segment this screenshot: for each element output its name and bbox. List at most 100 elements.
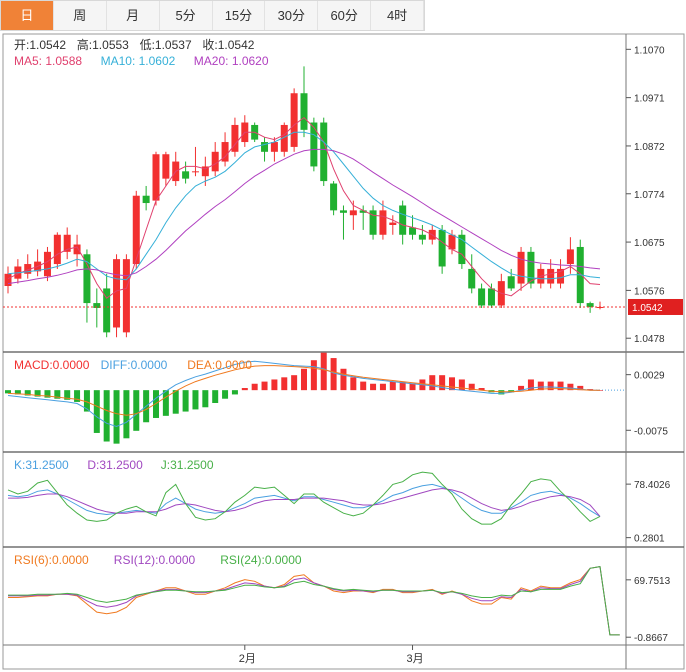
macd-bar — [527, 379, 534, 391]
kdj-legend-1: D:31.2500 — [87, 458, 143, 472]
macd-legend-1: DIFF:0.0000 — [101, 358, 168, 372]
last-price-label: 1.0542 — [632, 303, 663, 314]
candle-body — [339, 210, 347, 213]
macd-bar — [449, 377, 455, 391]
candle-body — [468, 268, 476, 289]
rsi6-line — [8, 566, 620, 636]
ma-legend-2: MA20: 1.0620 — [194, 54, 269, 68]
rsi-legend-2: RSI(24):0.0000 — [220, 553, 302, 567]
macd-bar — [587, 389, 594, 391]
macd-bar — [251, 383, 258, 391]
macd-bar — [468, 383, 475, 391]
macd-bar — [389, 381, 396, 391]
macd-bar — [93, 390, 100, 433]
rsi-legend-0: RSI(6):0.0000 — [14, 553, 89, 567]
macd-bar — [508, 390, 515, 393]
macd-bar — [261, 381, 268, 391]
macd-bar — [360, 381, 367, 391]
macd-bar — [271, 379, 278, 391]
candle-body — [132, 195, 140, 265]
candle-body — [418, 234, 426, 240]
candle-body — [221, 142, 229, 162]
tab-3[interactable]: 5分 — [160, 1, 213, 30]
candle-body — [182, 171, 190, 179]
d-line — [8, 487, 601, 517]
x-tick-label: 3月 — [407, 653, 424, 665]
candle-body — [201, 166, 209, 177]
candle-body — [103, 288, 111, 333]
tab-7[interactable]: 4时 — [371, 1, 424, 30]
macd-bar — [241, 388, 248, 391]
candle-body — [369, 210, 377, 235]
candle-body — [517, 251, 525, 284]
macd-bar — [172, 390, 179, 414]
price-axis-tick-label: 1.0478 — [634, 334, 665, 345]
candle-body — [379, 210, 387, 235]
candle-body — [63, 234, 71, 252]
ma5-line — [7, 116, 601, 299]
diff-line — [7, 360, 600, 428]
ohlc-info-0: 开:1.0542 — [14, 38, 66, 52]
macd-bar — [231, 390, 238, 395]
candle-body — [231, 124, 239, 152]
candle-body — [93, 303, 101, 308]
price-axis-tick-label: 1.0971 — [634, 94, 665, 105]
macd-bar — [537, 381, 544, 391]
tab-1[interactable]: 周 — [54, 1, 107, 30]
macd-bar — [54, 390, 61, 399]
macd-bar — [350, 377, 357, 391]
macd-bar — [301, 368, 307, 391]
macd-bar — [320, 352, 327, 391]
candle-body — [261, 142, 269, 152]
macd-bar — [330, 358, 337, 391]
tab-2[interactable]: 月 — [107, 1, 160, 30]
macd-bar — [202, 390, 209, 408]
tab-6[interactable]: 60分 — [318, 1, 372, 30]
candle-body — [399, 205, 407, 235]
macd-bar — [567, 383, 574, 391]
candle-body — [300, 93, 308, 130]
macd-bar — [340, 368, 347, 391]
candle-body — [507, 276, 515, 289]
macd-bar — [162, 390, 169, 416]
candle-body — [389, 222, 397, 225]
candle-body — [290, 93, 298, 147]
price-axis-tick-label: 1.0872 — [634, 142, 665, 153]
macd-legend-2: DEA:0.0000 — [187, 358, 252, 372]
candle-body — [478, 288, 486, 306]
candle-body — [409, 227, 417, 235]
candle-body — [211, 151, 219, 172]
tab-4[interactable]: 15分 — [213, 1, 266, 30]
candle-body — [24, 264, 32, 274]
candle-body — [142, 195, 150, 204]
macd-bar — [14, 390, 21, 395]
macd-bar — [192, 390, 199, 410]
macd-bar — [123, 390, 130, 439]
candle-body — [349, 210, 357, 216]
macd-bar — [34, 390, 41, 397]
candle-body — [280, 124, 288, 152]
macd-bar — [547, 381, 554, 391]
ma20-line — [7, 148, 601, 285]
k-line — [7, 483, 601, 517]
candle-body — [83, 254, 91, 304]
macd-bar — [478, 388, 485, 391]
candle-body — [53, 234, 61, 265]
tab-0[interactable]: 日 — [1, 1, 54, 30]
macd-bar — [64, 390, 71, 400]
macd-bar — [557, 381, 564, 391]
ma-legend-1: MA10: 1.0602 — [101, 54, 176, 68]
tab-5[interactable]: 30分 — [265, 1, 319, 30]
candle-body — [4, 273, 12, 286]
macd-bar — [518, 385, 525, 391]
macd-bar — [182, 390, 189, 412]
macd-axis-tick-label: -0.0075 — [634, 426, 668, 437]
kdj-axis-tick-label: 78.4026 — [634, 480, 671, 491]
candle-body — [113, 259, 121, 328]
price-axis-tick-label: 1.0675 — [634, 238, 665, 249]
ohlc-info-3: 收:1.0542 — [202, 38, 254, 52]
macd-bar — [409, 383, 416, 391]
macd-bar — [222, 390, 229, 399]
period-tabs: 日周月 5分 15分 30分 60分 4时 — [0, 0, 425, 31]
candle-body — [73, 244, 81, 255]
